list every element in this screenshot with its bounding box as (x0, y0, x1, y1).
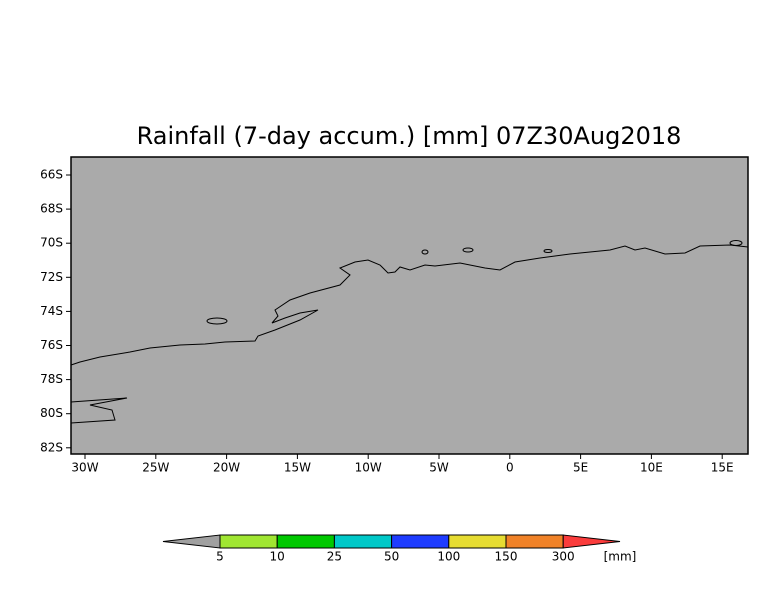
lon-label: 10W (355, 461, 382, 475)
lat-label: 82S (40, 440, 63, 454)
lon-label: 0 (506, 461, 514, 475)
lat-label: 70S (40, 236, 63, 250)
lat-label: 66S (40, 168, 63, 182)
legend-label: 150 (495, 550, 518, 564)
legend-box (448, 534, 507, 549)
legend-box (276, 534, 335, 549)
legend-label: 50 (384, 550, 399, 564)
legend-box (391, 534, 450, 549)
legend-box (333, 534, 393, 549)
lat-label: 68S (40, 202, 63, 216)
lat-label: 72S (40, 270, 63, 284)
map-frame (70, 156, 749, 455)
coastline (70, 240, 749, 424)
lat-label: 80S (40, 406, 63, 420)
lat-label: 76S (40, 338, 63, 352)
lat-label: 78S (40, 372, 63, 386)
lat-label: 74S (40, 304, 63, 318)
lon-label: 30W (71, 461, 98, 475)
legend-box (505, 534, 564, 549)
lon-label: 15E (711, 461, 734, 475)
lon-label: 25W (142, 461, 169, 475)
legend-unit: [mm] (604, 550, 637, 564)
legend-label: 300 (552, 550, 575, 564)
legend-label: 10 (270, 550, 285, 564)
legend-high-triangle (562, 534, 621, 549)
legend-label: 25 (327, 550, 342, 564)
legend-label: 100 (437, 550, 460, 564)
legend-label: 5 (216, 550, 224, 564)
lon-label: 20W (213, 461, 240, 475)
legend-box (219, 534, 278, 549)
map-ticks: 66S 68S 70S 72S 74S 76S 78S 80S 82S 30W 25W 20W 15W 1… (40, 168, 734, 475)
lon-label: 5E (573, 461, 588, 475)
color-legend: 5 10 25 50 100 150 300 [mm] (162, 534, 637, 564)
lon-label: 15W (284, 461, 311, 475)
lon-label: 10E (640, 461, 663, 475)
map-title: Rainfall (7-day accum.) [mm] 07Z30Aug201… (137, 122, 682, 150)
lon-label: 5W (429, 461, 449, 475)
